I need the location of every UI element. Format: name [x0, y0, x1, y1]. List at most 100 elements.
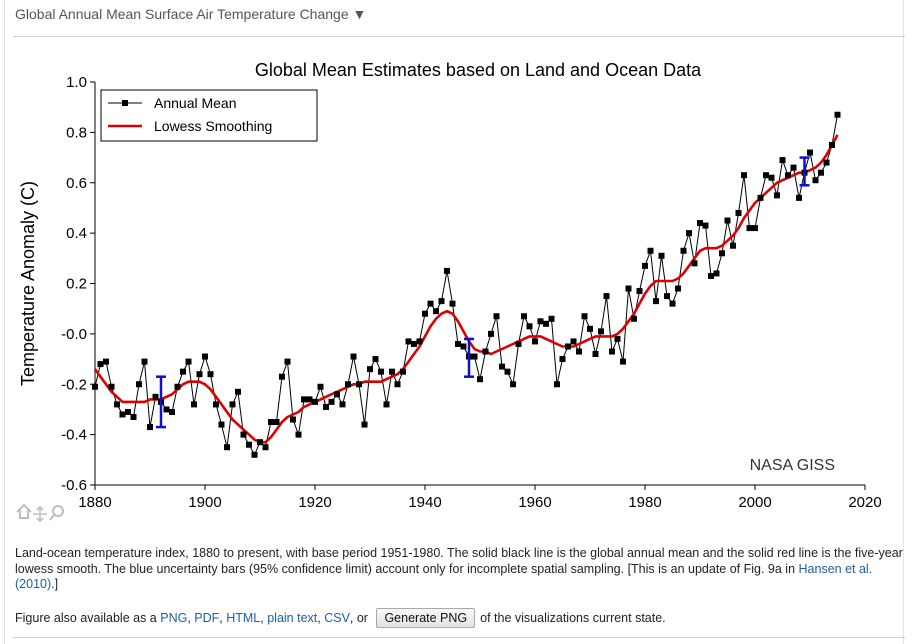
- download-options: Figure also available as a PNG, PDF, HTM…: [15, 608, 666, 628]
- annual-mean-point: [268, 419, 274, 426]
- pan-icon[interactable]: [33, 505, 47, 523]
- annual-mean-point: [383, 401, 390, 408]
- separator: ,: [260, 611, 268, 625]
- y-tick-label: 0.2: [66, 276, 87, 293]
- annual-mean-point: [169, 408, 175, 415]
- annual-mean-point: [658, 252, 665, 259]
- annual-mean-point: [433, 308, 439, 315]
- separator: ,: [317, 611, 325, 625]
- annual-mean-point: [581, 313, 588, 320]
- y-tick-label: -0.6: [61, 477, 87, 494]
- csv-link[interactable]: CSV: [324, 611, 350, 625]
- x-tick-label: 1960: [518, 494, 551, 511]
- html-link[interactable]: HTML: [226, 611, 261, 625]
- download-prefix: Figure also available as a: [15, 611, 161, 625]
- annual-mean-point: [823, 159, 830, 166]
- annual-mean-point: [807, 149, 813, 156]
- caption-text: Land-ocean temperature index, 1880 to pr…: [15, 546, 903, 576]
- annual-mean-point: [741, 172, 747, 179]
- figure-caption: Land-ocean temperature index, 1880 to pr…: [15, 546, 905, 593]
- annual-mean-point: [455, 340, 461, 347]
- annual-mean-point: [196, 371, 203, 378]
- y-tick-label: 1.0: [66, 74, 87, 91]
- annual-mean-point: [642, 262, 648, 269]
- annual-mean-point: [328, 398, 335, 405]
- annual-mean-point: [504, 368, 511, 375]
- annual-mean-point: [537, 318, 544, 325]
- annual-mean-point: [273, 419, 280, 426]
- annual-mean-point: [647, 247, 654, 254]
- png-link[interactable]: PNG: [160, 611, 188, 625]
- annual-mean-point: [394, 381, 401, 388]
- annual-mean-point: [532, 338, 538, 345]
- annual-mean-point: [312, 398, 318, 405]
- plain-text-link[interactable]: plain text: [267, 611, 318, 625]
- annual-mean-point: [768, 174, 775, 181]
- annual-mean-point: [686, 230, 692, 237]
- annual-mean-point: [108, 383, 115, 390]
- annual-mean-point: [290, 416, 296, 423]
- annual-mean-point: [251, 451, 258, 458]
- annual-mean-point: [543, 320, 549, 327]
- x-tick-label: 2020: [848, 494, 881, 511]
- annual-mean-point: [680, 247, 687, 254]
- annual-mean-point: [482, 348, 489, 355]
- annual-mean-point: [279, 373, 285, 380]
- annual-mean-point: [812, 177, 819, 184]
- annual-mean-point: [444, 267, 450, 274]
- annual-mean-point: [730, 242, 736, 249]
- header-divider: [13, 36, 905, 37]
- annual-mean-point: [653, 298, 659, 305]
- annual-mean-point: [521, 313, 527, 320]
- annual-mean-point: [130, 413, 137, 420]
- annual-mean-point: [746, 225, 753, 232]
- download-suffix: of the visualizations current state.: [480, 611, 666, 625]
- annual-mean-point: [818, 169, 824, 176]
- annual-mean-point: [141, 358, 148, 365]
- annual-mean-point: [510, 381, 516, 388]
- annual-mean-point: [224, 444, 230, 451]
- pdf-link[interactable]: PDF: [194, 611, 220, 625]
- annual-mean-point: [576, 348, 582, 355]
- annual-mean-point: [735, 209, 742, 216]
- annual-mean-point: [372, 356, 379, 363]
- annual-mean-point: [284, 358, 291, 365]
- zoom-icon-handle[interactable]: [49, 514, 55, 521]
- annual-mean-point: [389, 368, 395, 375]
- annual-mean-point: [119, 411, 126, 418]
- legend-annual-label: Annual Mean: [154, 95, 237, 111]
- annual-mean-point: [334, 391, 340, 398]
- annual-mean-point: [757, 194, 764, 201]
- annual-mean-point: [136, 381, 142, 388]
- annual-mean-point: [477, 376, 483, 383]
- x-tick-label: 1900: [188, 494, 221, 511]
- home-icon[interactable]: [16, 503, 32, 519]
- lowess-smoothing-line: [93, 134, 839, 444]
- annual-mean-point: [378, 368, 384, 375]
- annual-mean-point: [724, 217, 731, 224]
- annual-mean-point: [125, 408, 131, 415]
- annual-mean-point: [174, 383, 181, 390]
- annual-mean-point: [416, 338, 423, 345]
- annual-mean-point: [565, 343, 571, 350]
- annual-mean-point: [614, 335, 621, 342]
- annual-mean-point: [763, 172, 769, 179]
- x-tick-label: 1880: [78, 494, 111, 511]
- annual-mean-point: [493, 313, 500, 320]
- annual-mean-point: [526, 323, 533, 330]
- annual-mean-point: [400, 368, 406, 375]
- annual-mean-point: [240, 431, 247, 438]
- hansen-2010-link[interactable]: Hansen et al. (2010): [15, 561, 873, 592]
- annual-mean-point: [361, 421, 368, 428]
- annual-mean-point: [163, 406, 170, 413]
- annual-mean-point: [180, 368, 186, 375]
- zoom-icon[interactable]: [52, 505, 64, 517]
- annual-mean-point: [449, 300, 456, 307]
- chart-selector-dropdown[interactable]: Global Annual Mean Surface Air Temperatu…: [15, 6, 367, 22]
- generate-png-button[interactable]: Generate PNG: [376, 608, 476, 628]
- separator: ,: [187, 611, 195, 625]
- legend-box: [100, 89, 318, 142]
- annual-mean-point: [317, 383, 324, 390]
- annual-mean-point: [752, 225, 758, 232]
- annual-mean-point: [620, 358, 626, 365]
